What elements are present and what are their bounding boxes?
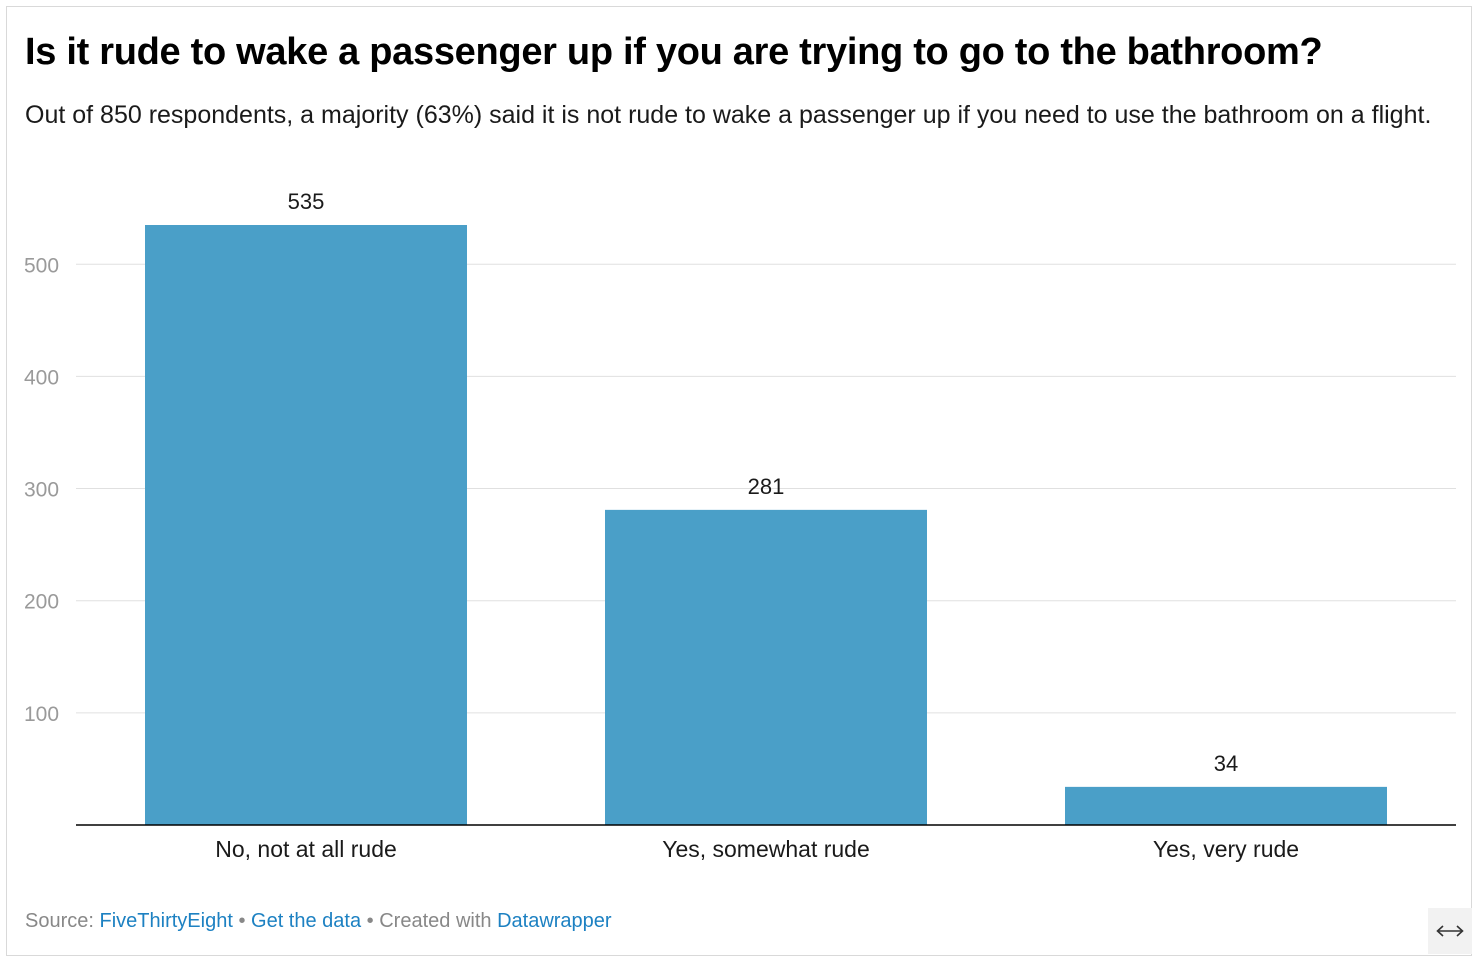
bar-value-label: 535 [288, 189, 325, 214]
y-tick-label: 100 [24, 703, 59, 726]
source-link[interactable]: FiveThirtyEight [99, 910, 233, 932]
x-category-label: Yes, very rude [1153, 836, 1299, 862]
expand-button[interactable] [1428, 908, 1472, 954]
y-tick-label: 300 [24, 479, 59, 502]
horizontal-double-arrow-icon [1436, 925, 1464, 937]
chart-subtitle: Out of 850 respondents, a majority (63%)… [25, 101, 1432, 129]
y-tick-label: 400 [24, 366, 59, 389]
chart-title: Is it rude to wake a passenger up if you… [25, 31, 1323, 73]
datawrapper-link[interactable]: Datawrapper [497, 910, 612, 932]
get-the-data-link[interactable]: Get the data [251, 910, 362, 932]
source-prefix: Source: [25, 910, 94, 932]
y-tick-label: 500 [24, 254, 59, 277]
chart-footer: Source: FiveThirtyEight • Get the data •… [25, 907, 612, 935]
footer-separator: • [366, 910, 374, 932]
y-tick-label: 200 [24, 591, 59, 614]
x-category-label: No, not at all rude [215, 836, 397, 862]
x-category-label: Yes, somewhat rude [662, 836, 870, 862]
created-with-label: Created with [379, 910, 492, 932]
bar-value-label: 281 [748, 474, 785, 499]
bar [145, 225, 467, 825]
bar-value-label: 34 [1214, 751, 1238, 776]
bar [1065, 786, 1387, 825]
bar [605, 509, 927, 825]
footer-separator: • [238, 910, 246, 932]
